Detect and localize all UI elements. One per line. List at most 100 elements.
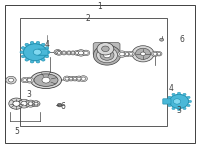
Circle shape	[124, 52, 130, 57]
Circle shape	[54, 50, 61, 55]
Circle shape	[26, 77, 34, 83]
Circle shape	[46, 51, 50, 54]
Text: 1: 1	[98, 2, 102, 11]
Circle shape	[70, 51, 76, 55]
Circle shape	[172, 107, 175, 110]
Circle shape	[78, 51, 84, 55]
Circle shape	[135, 48, 151, 59]
Circle shape	[18, 99, 30, 108]
Circle shape	[97, 43, 114, 55]
Circle shape	[77, 50, 85, 56]
Circle shape	[28, 102, 33, 105]
Circle shape	[25, 59, 29, 61]
Text: 6: 6	[180, 35, 184, 44]
Circle shape	[156, 52, 162, 56]
Circle shape	[172, 93, 175, 96]
Circle shape	[74, 51, 80, 55]
Circle shape	[41, 59, 45, 61]
Circle shape	[61, 51, 67, 55]
Circle shape	[75, 52, 79, 54]
Text: 4: 4	[45, 40, 49, 49]
Circle shape	[27, 78, 32, 82]
Text: 3: 3	[177, 106, 181, 116]
Circle shape	[41, 43, 45, 46]
Circle shape	[77, 77, 81, 80]
Circle shape	[72, 76, 78, 81]
FancyBboxPatch shape	[38, 49, 48, 55]
Circle shape	[102, 46, 109, 52]
Text: 4: 4	[169, 84, 173, 93]
Circle shape	[183, 107, 186, 110]
Circle shape	[166, 100, 170, 103]
Circle shape	[128, 51, 134, 56]
Circle shape	[132, 46, 154, 62]
Circle shape	[71, 52, 75, 54]
Circle shape	[57, 103, 62, 107]
Circle shape	[21, 101, 27, 106]
Circle shape	[69, 77, 73, 80]
Circle shape	[125, 53, 129, 55]
Circle shape	[187, 96, 190, 99]
Circle shape	[183, 93, 186, 96]
Circle shape	[141, 52, 145, 56]
Circle shape	[34, 102, 38, 105]
Circle shape	[30, 60, 34, 63]
FancyBboxPatch shape	[163, 99, 171, 104]
Circle shape	[173, 99, 181, 104]
Circle shape	[56, 51, 62, 55]
Text: 5: 5	[15, 127, 19, 136]
Circle shape	[84, 51, 88, 55]
Circle shape	[177, 108, 181, 111]
Circle shape	[62, 52, 66, 54]
Circle shape	[73, 77, 77, 80]
Circle shape	[21, 77, 28, 83]
Circle shape	[42, 77, 50, 83]
Circle shape	[21, 55, 25, 58]
Circle shape	[63, 76, 71, 81]
Circle shape	[188, 100, 192, 103]
Circle shape	[79, 76, 87, 82]
Circle shape	[45, 47, 49, 49]
Circle shape	[32, 101, 40, 107]
Circle shape	[26, 100, 35, 107]
Circle shape	[100, 50, 114, 60]
Circle shape	[25, 43, 29, 46]
Circle shape	[169, 94, 189, 108]
Circle shape	[187, 104, 190, 107]
Circle shape	[8, 78, 14, 82]
Circle shape	[168, 96, 171, 99]
Circle shape	[23, 79, 27, 82]
Bar	[20, 18, 167, 126]
Circle shape	[120, 52, 124, 56]
Circle shape	[21, 47, 25, 49]
Circle shape	[168, 104, 171, 107]
FancyBboxPatch shape	[93, 43, 120, 56]
Circle shape	[129, 52, 133, 55]
Circle shape	[65, 77, 69, 80]
Circle shape	[68, 76, 74, 81]
Circle shape	[81, 77, 86, 80]
Circle shape	[118, 51, 126, 57]
Circle shape	[177, 92, 181, 95]
Circle shape	[151, 51, 159, 56]
Circle shape	[33, 49, 41, 55]
Circle shape	[9, 98, 24, 109]
Circle shape	[157, 52, 161, 55]
Circle shape	[45, 55, 49, 58]
Circle shape	[23, 44, 47, 61]
Circle shape	[97, 47, 117, 63]
Circle shape	[30, 41, 34, 44]
Text: 3: 3	[27, 90, 31, 99]
Circle shape	[75, 76, 83, 81]
Circle shape	[56, 51, 59, 54]
Circle shape	[57, 52, 61, 54]
Circle shape	[67, 52, 71, 54]
Circle shape	[36, 41, 40, 44]
Circle shape	[160, 38, 164, 41]
Ellipse shape	[34, 74, 58, 86]
Circle shape	[6, 76, 16, 84]
Circle shape	[66, 51, 72, 55]
Text: 2: 2	[86, 14, 90, 23]
Ellipse shape	[30, 72, 62, 88]
Circle shape	[36, 60, 40, 63]
